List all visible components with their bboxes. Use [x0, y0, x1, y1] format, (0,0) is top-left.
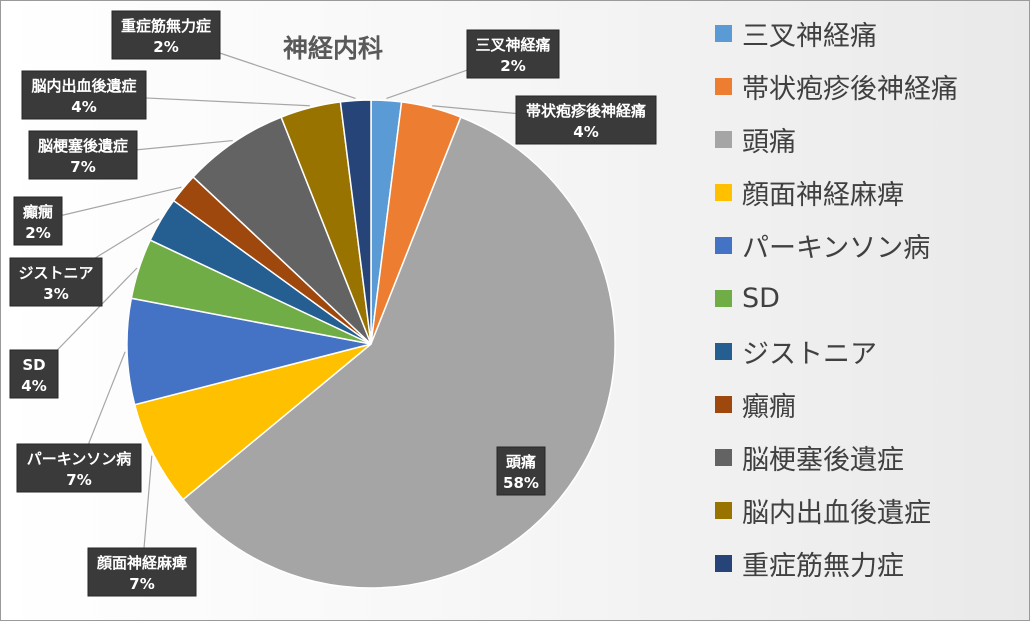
leader-line	[78, 351, 126, 469]
data-label: 重症筋無力症 2%	[111, 10, 221, 60]
data-label-value: 3%	[43, 285, 68, 303]
legend-label: 三叉神経痛	[742, 21, 877, 52]
data-label: 帯状疱疹後神経痛 4%	[515, 95, 657, 145]
legend-item: 脳梗塞後遺症	[715, 431, 1025, 484]
legend-item: 帯状疱疹後神経痛	[715, 60, 1025, 113]
legend-label: 顔面神経麻痺	[742, 180, 904, 211]
legend-item: 癲癇	[715, 378, 1025, 431]
data-label-name: 脳内出血後遺症	[31, 77, 136, 95]
data-label-name: パーキンソン病	[27, 450, 132, 468]
legend-label: 脳内出血後遺症	[742, 498, 931, 529]
legend-swatch	[715, 343, 732, 360]
legend-item: 脳内出血後遺症	[715, 484, 1025, 537]
legend-item: SD	[715, 272, 1025, 325]
data-label-value: 4%	[573, 123, 598, 141]
data-label-name: 帯状疱疹後神経痛	[526, 102, 646, 120]
leader-line	[141, 455, 153, 573]
data-label-box	[16, 443, 142, 493]
legend-label: 癲癇	[742, 392, 796, 423]
legend: 三叉神経痛帯状疱疹後神経痛 頭痛顔面神経麻痺 パーキンソン病 SD ジストニア癲癇脳梗塞…	[715, 7, 1025, 590]
data-label: 顔面神経麻痺 7%	[87, 547, 197, 597]
data-label: 癲癇 2%	[13, 196, 63, 246]
data-label-value: 58%	[503, 474, 539, 492]
legend-item: 重症筋無力症	[715, 537, 1025, 590]
legend-swatch	[715, 396, 732, 413]
legend-label: パーキンソン病	[742, 233, 931, 264]
legend-swatch	[715, 237, 732, 254]
data-label-value: 7%	[129, 575, 154, 593]
data-label-box	[111, 10, 221, 60]
data-label: SD 4%	[9, 349, 59, 399]
legend-item: 頭痛	[715, 113, 1025, 166]
pie-slice	[133, 343, 372, 501]
data-label-name: 重症筋無力症	[121, 17, 211, 35]
data-label-value: 7%	[70, 158, 95, 176]
legend-swatch	[715, 290, 732, 307]
data-label-name: 顔面神経麻痺	[96, 554, 187, 572]
data-label-value: 4%	[21, 377, 46, 395]
legend-swatch	[715, 25, 732, 42]
data-label-value: 2%	[153, 38, 178, 56]
data-label-name: 頭痛	[506, 453, 536, 471]
data-label: ジストニア 3%	[9, 257, 103, 307]
data-label-name: SD	[22, 356, 45, 374]
data-label: 脳梗塞後遺症 7%	[28, 130, 138, 180]
legend-swatch	[715, 78, 732, 95]
legend-item: 顔面神経麻痺	[715, 166, 1025, 219]
pie-slice	[192, 116, 372, 345]
data-label-value: 7%	[66, 471, 91, 489]
data-label-box	[515, 95, 657, 145]
pie-slice	[339, 99, 372, 345]
data-label-box	[466, 29, 560, 79]
data-label-value: 2%	[25, 224, 50, 242]
data-label-value: 4%	[71, 98, 96, 116]
data-label-name: 癲癇	[22, 203, 53, 221]
data-label-name: 脳梗塞後遺症	[38, 137, 128, 155]
data-label-box	[87, 547, 197, 597]
data-label-value: 2%	[500, 57, 525, 75]
legend-item: ジストニア	[715, 325, 1025, 378]
legend-item: 三叉神経痛	[715, 7, 1025, 60]
data-label: 三叉神経痛 2%	[466, 29, 560, 79]
legend-swatch	[715, 449, 732, 466]
legend-label: 脳梗塞後遺症	[742, 445, 904, 476]
data-label-box	[28, 130, 138, 180]
data-label-box	[496, 446, 546, 496]
data-label-name: ジストニア	[18, 264, 93, 282]
legend-swatch	[715, 555, 732, 572]
legend-label: 重症筋無力症	[742, 551, 904, 582]
data-label-name: 三叉神経痛	[475, 36, 550, 54]
pie-slice	[126, 297, 372, 406]
legend-swatch	[715, 502, 732, 519]
leader-line	[37, 186, 182, 222]
data-label: パーキンソン病 7%	[16, 443, 142, 493]
data-label: 頭痛 58%	[496, 446, 546, 496]
data-label: 脳内出血後遺症 4%	[21, 70, 147, 120]
chart-title: 神経内科	[283, 34, 383, 63]
data-label-box	[13, 196, 63, 246]
legend-label: 頭痛	[742, 127, 796, 158]
legend-swatch	[715, 184, 732, 201]
data-label-box	[21, 70, 147, 120]
legend-label: 帯状疱疹後神経痛	[742, 74, 958, 105]
legend-item: パーキンソン病	[715, 219, 1025, 272]
data-label-box	[9, 257, 103, 307]
legend-swatch	[715, 131, 732, 148]
legend-label: SD	[742, 283, 780, 314]
legend-label: ジストニア	[742, 339, 877, 370]
data-label-box	[9, 349, 59, 399]
